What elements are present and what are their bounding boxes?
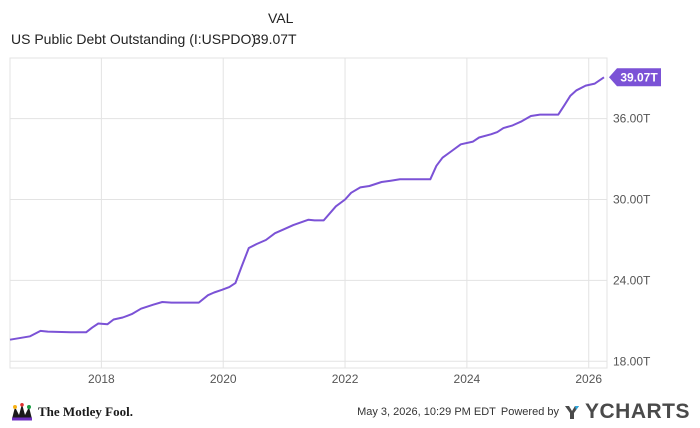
legend-series-value: 39.07T (253, 31, 297, 47)
series-line[interactable] (9, 76, 605, 341)
last-value-label: 39.07T (620, 70, 658, 84)
last-value-label-layer: 39.07T (609, 68, 661, 87)
jester-cap-icon (12, 403, 32, 421)
provider-name: YCHARTS (584, 400, 690, 423)
brand-name: The Motley Fool. (38, 404, 133, 419)
legend-series-name[interactable]: US Public Debt Outstanding (I:USPDO) (11, 31, 257, 47)
y-tick-label: 24.00T (613, 273, 651, 287)
grid-layer (9, 57, 608, 369)
x-tick-label: 2018 (88, 372, 115, 386)
x-tick-label: 2020 (210, 372, 237, 386)
ycharts-logo-icon (564, 406, 579, 419)
series-layer (9, 76, 605, 341)
timestamp-text: May 3, 2026, 10:29 PM EDT (357, 406, 496, 418)
y-tick-label: 36.00T (613, 112, 651, 126)
y-tick-label: 30.00T (613, 193, 651, 207)
x-tick-label: 2024 (454, 372, 481, 386)
tick-layer: 2018 2020 2022 2024 2026 18.00T 24.00T 30.00T 36… (88, 112, 651, 386)
x-tick-label: 2026 (575, 372, 602, 386)
footer-brand: The Motley Fool. (10, 402, 133, 422)
y-tick-label: 18.00T (613, 354, 651, 368)
legend-header: VAL (268, 10, 294, 26)
line-chart: 2018 2020 2022 2024 2026 18.00T 24.00T 30.00T 36… (9, 57, 661, 386)
last-value-tag (609, 68, 661, 87)
footer-attribution: May 3, 2026, 10:29 PM EDT Powered by YCH… (357, 400, 690, 424)
powered-by-text: Powered by (500, 406, 559, 418)
plot-frame (9, 57, 608, 369)
x-tick-label: 2022 (332, 372, 359, 386)
